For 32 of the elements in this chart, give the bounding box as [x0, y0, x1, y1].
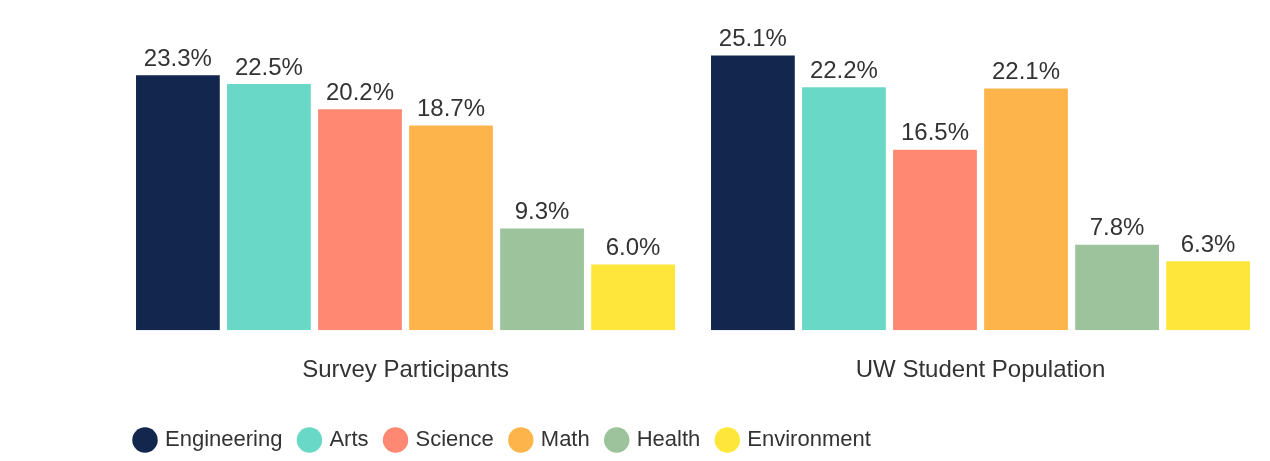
- bar: [227, 84, 311, 331]
- legend-label: Environment: [747, 426, 871, 452]
- bar: [318, 109, 402, 331]
- data-label: 6.3%: [1180, 229, 1236, 257]
- data-label: 9.3%: [514, 197, 570, 225]
- data-label: 22.5%: [234, 52, 303, 80]
- data-label: 23.3%: [143, 43, 212, 71]
- bar: [591, 264, 675, 331]
- data-label: 6.0%: [605, 233, 661, 261]
- legend-label: Engineering: [165, 426, 283, 452]
- bar: [802, 87, 886, 331]
- legend-label: Science: [415, 426, 494, 452]
- data-label: 25.1%: [718, 24, 787, 52]
- data-label: 20.2%: [325, 77, 395, 105]
- data-label: 18.7%: [416, 94, 486, 122]
- x-tick-label: UW Student Population: [855, 355, 1106, 383]
- data-label: 16.5%: [900, 118, 970, 146]
- bar: [1166, 261, 1250, 331]
- bar: [409, 125, 493, 331]
- data-label: 22.1%: [991, 57, 1061, 85]
- bar: [500, 228, 584, 331]
- bar: [1075, 244, 1159, 331]
- legend-label: Arts: [329, 426, 369, 452]
- bar: [711, 55, 795, 331]
- legend-label: Math: [540, 426, 590, 452]
- data-label: 7.8%: [1089, 213, 1145, 241]
- data-label: 22.2%: [809, 55, 878, 83]
- x-tick-label: Survey Participants: [302, 355, 509, 383]
- bar: [984, 88, 1068, 331]
- legend-label: Health: [636, 426, 701, 452]
- bar: [136, 75, 220, 331]
- bar: [893, 149, 977, 331]
